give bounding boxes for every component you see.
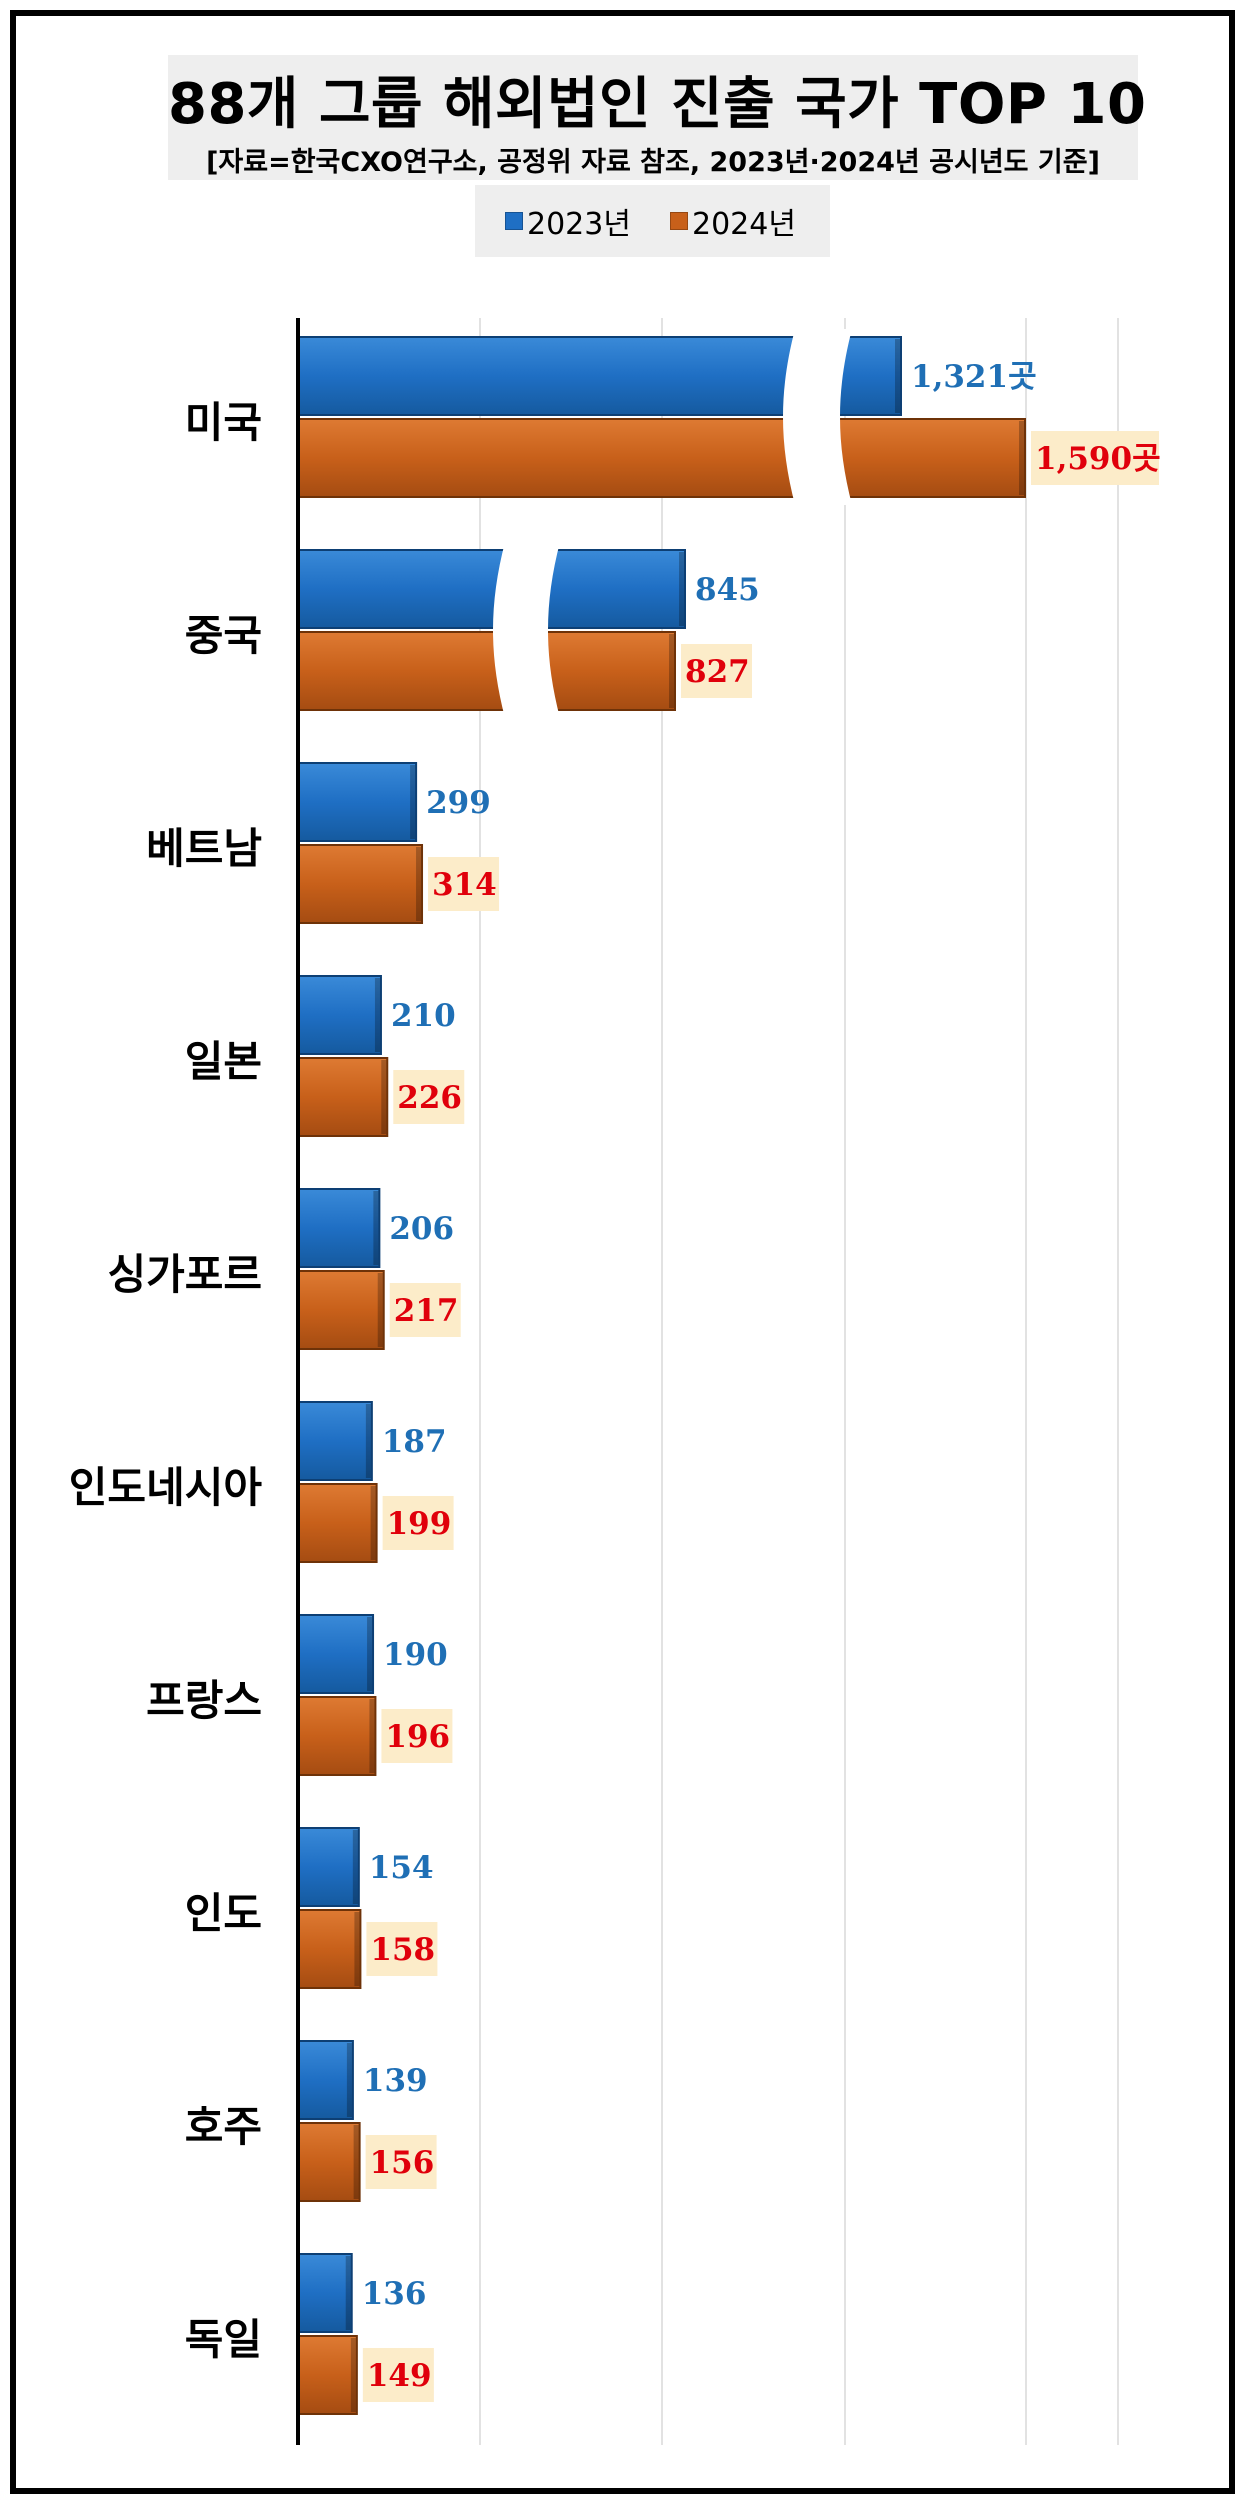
bar-edge-shade [350,2338,356,2412]
category-label: 미국 [185,398,262,447]
legend-label-2023: 2023년 [527,207,631,242]
bar-edge-shade [370,1486,376,1560]
category-label: 호주 [185,2102,262,2151]
bar-2024 [297,1483,378,1563]
bar-edge-shade [365,1404,371,1478]
bar-2024 [297,2122,361,2202]
data-label-2024: 226 [397,1080,462,1116]
data-label-bg [389,1283,461,1337]
category-label: 베트남 [146,824,262,873]
data-label-bg [681,644,752,698]
data-label-2024: 314 [432,867,497,903]
chart-subtitle: [자료=한국CXO연구소, 공정위 자료 참조, 2023년·2024년 공시년… [206,147,1100,178]
bar-2024 [297,844,424,924]
legend-swatch-2024 [670,212,688,230]
data-label-2023: 136 [362,2276,427,2312]
legend-label-2024: 2024년 [692,207,796,242]
bar-2023 [297,1188,381,1268]
bar-2024 [297,418,1026,498]
data-label-2024: 149 [367,2358,432,2394]
bar-2023 [297,762,418,842]
data-label-bg [1031,431,1159,485]
category-label: 인도 [185,1889,262,1938]
data-label-2024: 196 [385,1719,450,1755]
legend: 2023년 2024년 [475,185,830,257]
title-box: 88개 그룹 해외법인 진출 국가 TOP 10 [168,55,1147,140]
bar-2024 [297,2335,358,2415]
bar-edge-shade [345,2256,351,2330]
bar-2023 [297,1401,373,1481]
subtitle-box: [자료=한국CXO연구소, 공정위 자료 참조, 2023년·2024년 공시년… [168,140,1138,180]
bar-edge-shade [352,1830,358,1904]
bar-edge-shade [374,978,380,1052]
data-label-bg [382,1496,454,1550]
data-label-2023: 190 [383,1637,448,1673]
data-label-bg [381,1709,453,1763]
data-label-2024: 217 [394,1293,459,1329]
axis-break [493,542,560,718]
bar-2024 [297,631,676,711]
bar-edge-shade [416,847,422,921]
bar-2023 [297,2253,353,2333]
bar-2023 [297,1827,360,1907]
category-label: 프랑스 [146,1676,262,1725]
data-label-2023: 154 [369,1850,434,1886]
bar-edge-shade [669,634,674,708]
data-label-2023: 210 [391,998,456,1034]
bar-edge-shade [377,1273,383,1347]
bar-2024 [297,1696,377,1776]
bar-edge-shade [354,1912,360,1986]
data-label-2023: 139 [363,2063,428,2099]
data-label-2023: 206 [389,1211,454,1247]
bar-edge-shade [353,2125,359,2199]
chart-title: 88개 그룹 해외법인 진출 국가 TOP 10 [168,72,1147,137]
bar-edge-shade [369,1699,375,1773]
data-label-bg [428,857,500,911]
data-label-2024: 156 [370,2145,435,2181]
category-label: 독일 [185,2315,262,2364]
data-label-bg [362,2348,434,2402]
axis-break [783,329,852,505]
bar-2023 [297,1614,375,1694]
bar-2023 [297,549,686,629]
bar-2023 [297,975,382,1055]
data-label-bg [366,1922,438,1976]
data-label-2024: 827 [685,654,750,690]
legend-swatch-2023 [505,212,523,230]
bar-2024 [297,1909,362,1989]
data-label-2023: 299 [426,785,491,821]
data-label-2024: 158 [370,1932,435,1968]
data-label-2024: 1,590곳 [1035,441,1161,477]
data-label-bg [393,1070,465,1124]
bar-edge-shade [373,1191,379,1265]
bar-edge-shade [410,765,416,839]
data-label-2024: 199 [387,1506,452,1542]
bar-edge-shade [895,339,900,413]
category-label: 일본 [185,1037,262,1086]
category-label: 인도네시아 [69,1463,263,1512]
bar-2023 [297,2040,354,2120]
bar-edge-shade [346,2043,352,2117]
bar-edge-shade [381,1060,387,1134]
data-label-2023: 1,321곳 [911,359,1037,395]
legend-item-2024: 2024년 [670,203,796,242]
data-label-bg [365,2135,437,2189]
bar-edge-shade [1019,421,1024,495]
bar-edge-shade [367,1617,373,1691]
bar-2024 [297,1057,389,1137]
data-label-2023: 845 [695,572,760,608]
legend-item-2023: 2023년 [505,203,631,242]
bar-2024 [297,1270,385,1350]
category-label: 중국 [185,611,262,660]
data-label-2023: 187 [382,1424,447,1460]
bar-edge-shade [679,552,684,626]
category-label: 싱가포르 [107,1250,262,1299]
